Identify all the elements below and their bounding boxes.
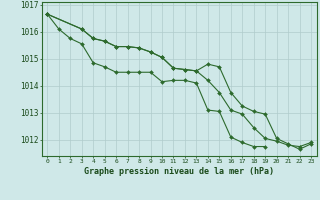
X-axis label: Graphe pression niveau de la mer (hPa): Graphe pression niveau de la mer (hPa)	[84, 167, 274, 176]
